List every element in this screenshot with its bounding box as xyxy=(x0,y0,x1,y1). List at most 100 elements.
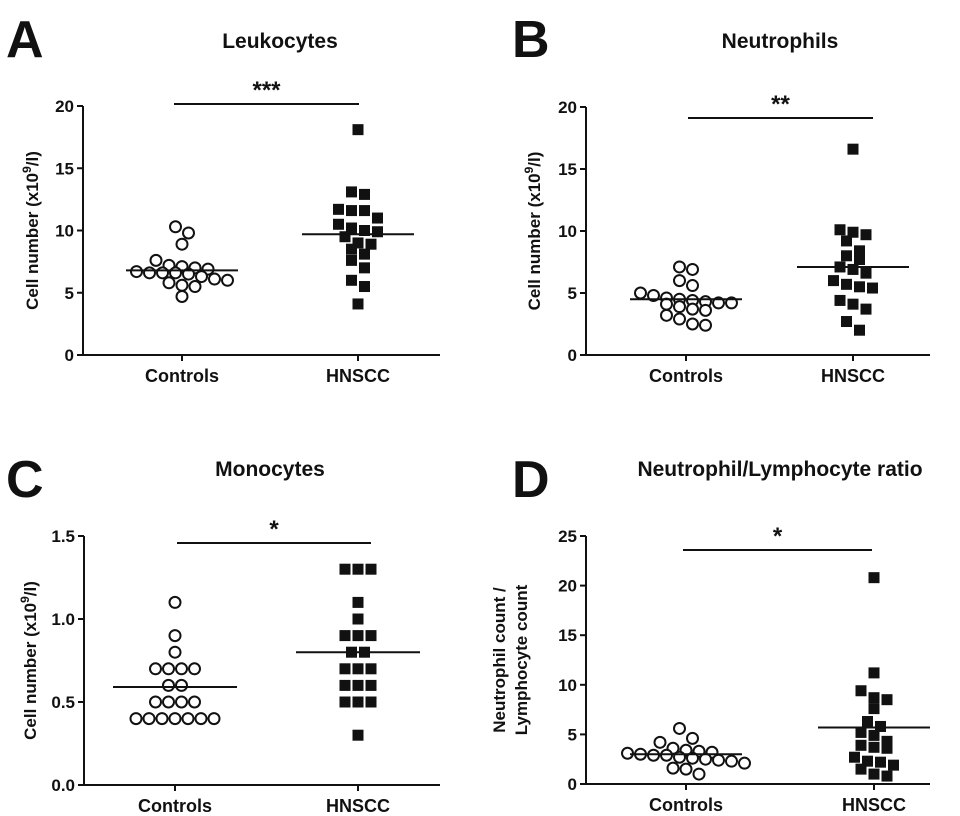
y-axis-label: Cell number (x109/l) xyxy=(18,581,40,740)
data-point-open-circle xyxy=(149,253,163,267)
data-point-open-circle xyxy=(207,712,221,726)
data-point-filled-square xyxy=(352,663,364,675)
y-axis-label-part: /l) xyxy=(23,151,42,166)
data-point-filled-square xyxy=(841,278,852,290)
scatter-plot: 0 5 10 15 20 25 Controls HNSCC Neutrophil count … xyxy=(490,523,930,815)
y-axis-label: Lymphocyte count xyxy=(512,584,531,735)
data-point-open-circle xyxy=(175,662,188,676)
data-point-filled-square xyxy=(847,143,859,155)
data-point-filled-square xyxy=(841,235,852,247)
data-point-open-circle xyxy=(673,721,686,735)
y-axis-label-part: Cell number (x10 xyxy=(21,603,40,740)
data-point-open-circle xyxy=(679,762,693,776)
data-point-filled-square xyxy=(868,741,880,753)
data-point-open-circle xyxy=(699,318,712,332)
data-point-filled-square xyxy=(333,203,344,215)
data-point-open-circle xyxy=(175,278,189,292)
data-point-filled-square xyxy=(849,751,860,763)
data-point-filled-square xyxy=(352,729,364,741)
data-point-filled-square xyxy=(854,254,865,266)
y-tick-label: 15 xyxy=(558,160,577,179)
data-point-open-circle xyxy=(175,695,188,709)
data-point-filled-square xyxy=(346,222,357,234)
y-tick-label: 10 xyxy=(558,676,577,695)
chart-title: Neutrophil/Lymphocyte ratio xyxy=(637,458,923,481)
data-point-filled-square xyxy=(352,237,364,249)
data-point-open-circle xyxy=(162,276,176,290)
data-point-filled-square xyxy=(854,281,865,293)
panel-d: D Neutrophil/Lymphocyte ratio 0 5 10 15 20 25… xyxy=(490,410,960,816)
y-tick-label: 10 xyxy=(558,222,577,241)
data-point-filled-square xyxy=(359,262,370,274)
data-point-filled-square xyxy=(339,231,351,243)
x-category-label: Controls xyxy=(649,795,723,815)
data-point-open-circle xyxy=(129,712,143,726)
y-tick-label: 0 xyxy=(568,775,577,794)
data-point-open-circle xyxy=(699,303,712,317)
x-category-label: Controls xyxy=(145,366,219,386)
data-point-open-circle xyxy=(666,761,680,775)
y-tick-label: 0.5 xyxy=(51,693,75,712)
data-point-filled-square xyxy=(855,739,867,751)
y-axis-label: Neutrophil count / xyxy=(490,587,509,733)
significance-stars: *** xyxy=(252,77,281,104)
data-point-filled-square xyxy=(359,205,370,217)
data-point-open-circle xyxy=(686,751,699,765)
data-point-open-circle xyxy=(182,226,195,240)
data-point-open-circle xyxy=(149,662,162,676)
data-point-open-circle xyxy=(130,265,143,279)
data-point-filled-square xyxy=(860,267,872,279)
data-point-filled-square xyxy=(352,696,364,708)
scatter-plot: 0 5 10 15 20 Controls HNSCC Cell number (x109/l… xyxy=(522,91,930,386)
data-point-filled-square xyxy=(365,679,377,691)
data-point-filled-square xyxy=(841,316,852,328)
data-point-open-circle xyxy=(175,237,189,251)
panel-b: B Neutrophils 0 5 10 15 20 Controls HNSCC Cell … xyxy=(490,0,960,400)
data-point-open-circle xyxy=(208,272,221,286)
data-point-open-circle xyxy=(692,767,706,781)
y-axis-label-superscript: 9 xyxy=(18,596,32,603)
data-point-open-circle xyxy=(673,260,686,274)
data-point-filled-square xyxy=(868,572,880,584)
data-point-open-circle xyxy=(686,302,699,316)
data-point-filled-square xyxy=(346,243,357,255)
data-point-filled-square xyxy=(359,248,370,260)
panel-letter: A xyxy=(6,11,44,69)
chart-title: Neutrophils xyxy=(721,30,839,53)
significance-stars: * xyxy=(773,523,783,550)
panel-letter: C xyxy=(6,451,44,509)
y-tick-label: 0.0 xyxy=(51,776,75,795)
data-point-open-circle xyxy=(175,678,188,692)
y-tick-label: 20 xyxy=(558,577,577,596)
data-point-filled-square xyxy=(862,755,873,767)
y-tick-label: 1.5 xyxy=(51,527,75,546)
data-point-filled-square xyxy=(860,229,872,241)
y-axis-label: Cell number (x109/l) xyxy=(522,152,544,311)
data-point-open-circle xyxy=(634,286,647,300)
y-axis-label-part: /l) xyxy=(21,581,40,596)
data-point-open-circle xyxy=(143,266,156,280)
data-point-filled-square xyxy=(834,224,846,236)
y-tick-label: 20 xyxy=(558,98,577,117)
data-point-filled-square xyxy=(855,763,867,775)
data-point-filled-square xyxy=(854,324,865,336)
data-point-filled-square xyxy=(868,667,880,679)
x-category-label: Controls xyxy=(649,366,723,386)
data-point-open-circle xyxy=(673,274,686,288)
data-point-open-circle xyxy=(725,754,738,768)
panel-letter: D xyxy=(512,451,550,509)
x-category-label: HNSCC xyxy=(842,795,906,815)
chart-title: Leukocytes xyxy=(222,30,338,53)
data-point-open-circle xyxy=(156,266,169,280)
y-axis-label-group: Cell number (x109/l) xyxy=(18,581,40,740)
data-point-open-circle xyxy=(155,712,169,726)
data-point-filled-square xyxy=(881,735,893,747)
chart-title: Monocytes xyxy=(215,458,325,481)
data-point-filled-square xyxy=(352,613,364,625)
data-point-open-circle xyxy=(673,300,686,314)
data-point-open-circle xyxy=(686,731,699,745)
data-point-filled-square xyxy=(352,298,364,310)
data-point-filled-square xyxy=(359,225,370,236)
data-point-open-circle xyxy=(181,712,195,726)
data-point-open-circle xyxy=(686,262,699,276)
